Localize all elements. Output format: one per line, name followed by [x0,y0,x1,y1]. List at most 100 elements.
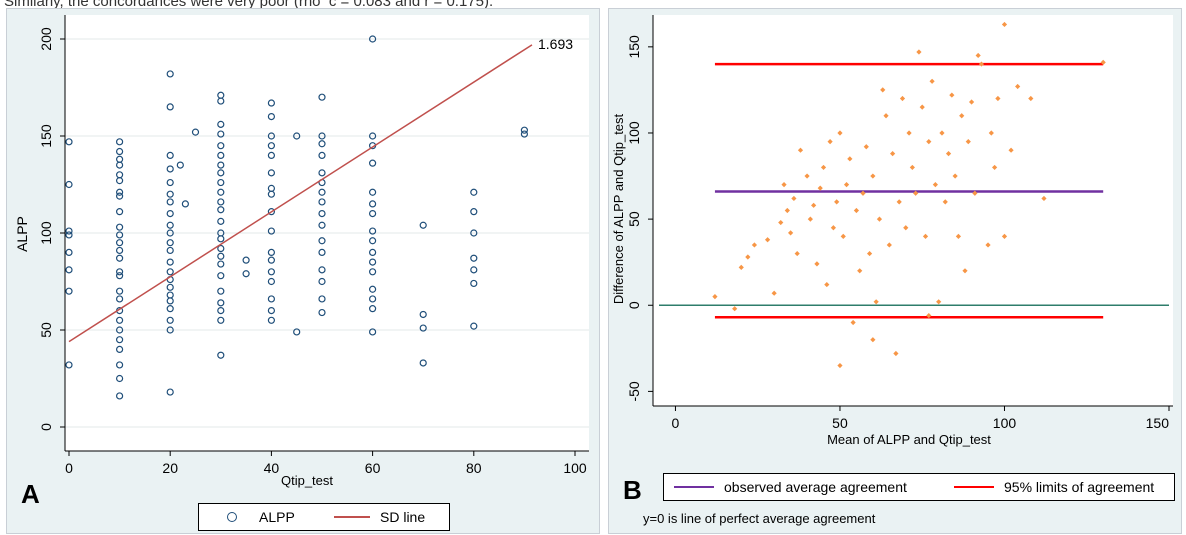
chart-a-point-102 [293,132,301,140]
chart-a-point-21 [115,254,124,262]
chart-b-point-14 [804,173,810,179]
panel-a: 0 50 100 150 200 0 20 40 60 80 100 Qtip_test ALPP 1.6… [6,8,600,534]
chart-b-point-39 [880,87,886,93]
chart-a-point-15 [115,192,124,200]
chart-a-point-46 [166,258,174,266]
chart-a-point-96 [267,256,275,264]
chart-a-point-104 [318,93,326,101]
chart-a-point-34 [166,70,174,78]
chart-a-point-6 [65,287,73,295]
chart-b-point-58 [939,130,945,136]
chart-a-point-123 [369,159,377,167]
chart-a-xtick-label-4: 80 [466,460,482,476]
chart-a-point-16 [115,208,124,216]
chart-a-point-137 [419,310,427,319]
chart-a-point-65 [217,161,225,169]
chart-a-point-106 [318,140,326,148]
chart-b-point-40 [883,113,889,119]
chart-a-point-74 [217,244,225,253]
chart-a-point-23 [115,272,124,280]
chart-a-point-58 [191,128,200,136]
chart-b-point-41 [886,242,892,248]
chart-a-point-63 [217,142,225,150]
chart-b-point-63 [955,233,962,239]
chart-a-ytick-label-0: 0 [38,423,54,431]
chart-a-point-147 [520,126,529,134]
chart-b-ylabel: Difference of ALPP and Qtip_test [611,113,626,304]
chart-a-point-84 [242,270,250,278]
chart-a-point-127 [369,227,377,235]
chart-a-point-56 [176,161,184,169]
chart-b-point-7 [778,219,784,226]
chart-a-point-114 [318,237,326,245]
panel-b-letter: B [623,475,642,505]
chart-a-point-61 [217,120,225,128]
chart-b-point-79 [1028,95,1034,102]
chart-a-ytick-label-3: 150 [38,124,54,148]
line-swatch-icon [674,486,714,488]
chart-a-point-85 [267,99,275,107]
chart-b-xtick-label-0: 0 [672,415,680,431]
chart-b-point-35 [870,337,876,343]
chart-a-point-132 [369,285,377,293]
chart-a-point-54 [166,326,174,334]
chart-a-point-24 [115,287,124,295]
chart-b-xtick-label-3: 150 [1146,415,1170,431]
chart-a-point-119 [318,308,326,317]
chart-a-point-87 [267,132,275,140]
chart-a-point-129 [369,248,377,256]
chart-b-point-76 [1001,233,1008,239]
chart-b-ytick-label-2: 50 [626,211,642,227]
panel-a-letter: A [21,479,40,509]
chart-a-svg: 0 50 100 150 200 0 20 40 60 80 100 Qtip_test ALPP 1.6… [7,9,599,533]
chart-a-point-117 [318,277,326,286]
chart-a-point-99 [267,295,275,303]
chart-a-point-94 [267,227,275,235]
chart-a-point-30 [115,345,124,353]
chart-a-point-136 [419,221,427,229]
chart-b-point-59 [942,199,948,205]
chart-a-point-140 [470,188,478,196]
chart-b-point-70 [978,61,985,67]
legend-b-label-2: 95% limits of agreement [1004,479,1155,495]
chart-a-point-131 [369,268,377,276]
chart-a-sd-line-label: 1.693 [538,36,573,52]
legend-b-item-mean: observed average agreement [674,474,907,500]
chart-a-point-110 [318,188,326,196]
legend-a-label-2: SD line [380,509,426,525]
legend-a-item-markers: ALPP [227,504,295,530]
chart-a-point-75 [217,252,225,260]
chart-a-point-112 [318,210,326,218]
chart-a-point-9 [115,147,124,156]
chart-a-point-33 [115,392,124,400]
chart-b-point-54 [926,138,932,145]
chart-a-point-141 [470,208,478,216]
chart-b-point-47 [906,130,912,136]
chart-a-point-121 [369,132,377,140]
chart-b-point-43 [893,350,899,357]
chart-a-point-36 [166,151,174,159]
chart-b-point-20 [824,281,830,288]
line-swatch-icon [334,516,370,518]
chart-b-point-62 [952,173,958,179]
chart-a-point-28 [115,326,124,334]
chart-a-point-80 [217,307,225,315]
chart-b-point-23 [834,199,840,205]
chart-b-point-29 [850,319,856,326]
chart-a-point-138 [419,324,427,332]
chart-a-point-90 [267,169,275,177]
chart-b-point-46 [903,225,909,231]
chart-a-point-79 [217,299,225,307]
chart-a-point-115 [318,248,326,256]
chart-b-point-56 [932,182,938,188]
chart-a-xtick-label-0: 0 [65,460,73,476]
chart-b-point-69 [975,52,981,59]
chart-b-point-44 [896,199,902,205]
chart-a-point-49 [166,283,174,291]
chart-b-point-51 [919,104,925,110]
legend-b-item-limits: 95% limits of agreement [954,474,1154,500]
chart-a-point-32 [115,374,124,383]
chart-b-point-67 [968,99,975,105]
chart-a-point-17 [115,223,124,231]
chart-b-point-80 [1041,195,1047,202]
